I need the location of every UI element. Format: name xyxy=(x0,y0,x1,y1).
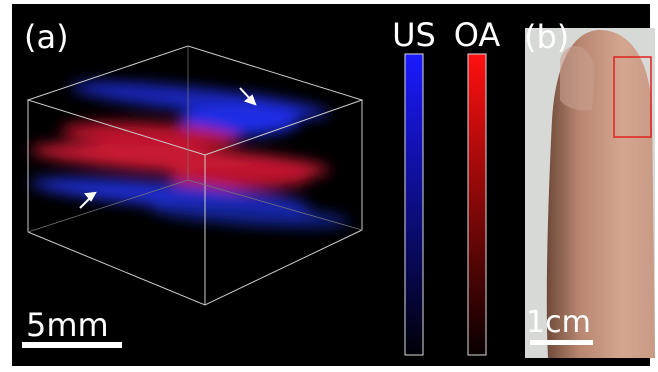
page: (a) 5mm US OA (b) 1cm (() => { const dat… xyxy=(0,0,658,372)
scale-bar xyxy=(530,340,593,345)
colorbar-label: OA xyxy=(454,16,501,54)
scale-bar-label: 5mm xyxy=(26,306,109,344)
scale-bar-label: 1cm xyxy=(526,305,591,340)
panel-label: (b) xyxy=(524,18,569,56)
colorbar-label: US xyxy=(392,16,436,54)
panel-label: (a) xyxy=(24,18,69,56)
colorbar xyxy=(405,54,423,355)
colorbar xyxy=(468,54,486,355)
figure: (a) 5mm US OA (b) 1cm xyxy=(0,0,658,372)
scale-bar xyxy=(22,342,122,348)
